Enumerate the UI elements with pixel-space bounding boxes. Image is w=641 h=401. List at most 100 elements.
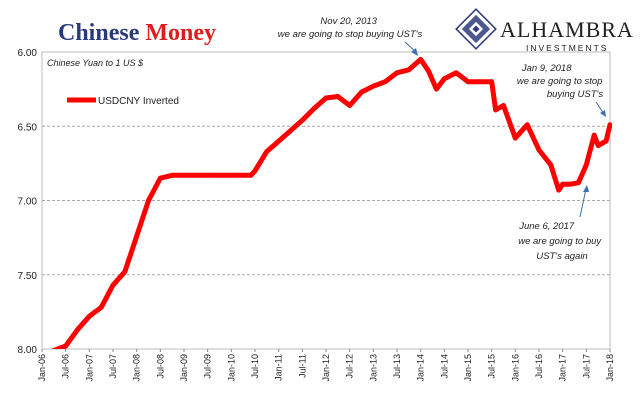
- data-point: [122, 269, 128, 275]
- data-point: [75, 327, 80, 333]
- x-tick-label: Jul-14: [439, 354, 449, 379]
- x-tick-label: Jan-18: [605, 354, 615, 382]
- data-point: [591, 132, 597, 138]
- company-logo: ALHAMBRA INVESTMENTS: [455, 8, 634, 53]
- data-point: [382, 79, 388, 85]
- y-tick-label: 7.00: [18, 197, 38, 208]
- annotation-2017: June 6, 2017 we are going to buy UST's a…: [518, 185, 604, 262]
- x-tick-label: Jul-16: [534, 354, 544, 379]
- x-tick-label: Jan-12: [321, 354, 331, 382]
- data-point: [370, 83, 376, 89]
- logo-diamond-icon: [455, 8, 497, 50]
- data-point: [418, 57, 424, 62]
- data-point: [603, 138, 609, 144]
- annotation-2018-arrow: [595, 101, 606, 117]
- x-tick-label: Jan-13: [368, 354, 378, 382]
- x-tick-label: Jul-12: [345, 354, 355, 379]
- x-tick-label: Jul-10: [250, 354, 260, 379]
- data-point: [276, 138, 282, 144]
- data-point: [576, 180, 581, 186]
- x-tick-label: Jul-11: [297, 354, 307, 378]
- y-tick-label: 7.50: [18, 271, 38, 282]
- data-point: [434, 86, 439, 92]
- data-point: [477, 79, 483, 85]
- x-tick-label: Jul-13: [392, 354, 402, 379]
- data-point: [465, 79, 471, 85]
- data-point: [426, 68, 431, 74]
- x-tick-label: Jul-17: [581, 354, 591, 379]
- data-point: [86, 313, 92, 319]
- grid-lines: [42, 125, 610, 276]
- data-point: [323, 95, 329, 101]
- x-tick-label: Jul-07: [108, 354, 118, 379]
- x-tick-label: Jul-15: [487, 354, 497, 379]
- data-point: [568, 181, 573, 187]
- data-point: [512, 135, 518, 141]
- data-point: [217, 172, 222, 178]
- y-tick-label: 6.00: [18, 48, 38, 59]
- series-line-usdcny-inverted: [51, 56, 612, 349]
- y-axis: 6.00 6.50 7.00 7.50 8.00: [18, 48, 38, 356]
- x-tick-label: Jul-06: [61, 354, 71, 379]
- x-tick-label: Jul-08: [155, 354, 165, 379]
- data-point: [288, 128, 293, 134]
- x-tick-label: Jan-10: [226, 354, 236, 382]
- chart-title-part-1: Chinese: [58, 20, 145, 46]
- data-point: [264, 149, 270, 154]
- data-point: [441, 76, 447, 82]
- x-tick-label: Jan-15: [463, 354, 473, 382]
- x-tick-label: Jan-11: [274, 354, 284, 381]
- annotation-2018: Jan 9, 2018 we are going to stop buying …: [517, 63, 606, 117]
- data-point: [556, 187, 562, 193]
- annotation-2017-text: June 6, 2017 we are going to buy UST's a…: [518, 221, 604, 262]
- data-point: [98, 305, 104, 310]
- x-tick-label: Jan-08: [132, 354, 142, 382]
- data-point: [493, 107, 498, 113]
- data-point: [193, 172, 199, 178]
- series-group: [51, 56, 612, 349]
- data-point: [394, 70, 400, 76]
- y-tick-label: 8.00: [18, 345, 38, 356]
- annotation-2018-text: Jan 9, 2018 we are going to stop buying …: [517, 63, 605, 100]
- data-point: [181, 172, 187, 178]
- x-tick-label: Jul-09: [203, 354, 213, 379]
- data-point: [51, 348, 56, 349]
- data-point: [252, 168, 258, 174]
- x-tick-label: Jan-16: [510, 354, 520, 382]
- x-axis: Jan-06 Jul-06 Jan-07 Jul-07 Jan-08 Jul-08 Jan-…: [37, 349, 615, 382]
- data-point: [63, 343, 69, 349]
- annotation-2017-arrow: [579, 185, 589, 218]
- annotation-2013-arrow: [404, 41, 418, 56]
- data-point: [228, 172, 234, 178]
- data-point: [110, 282, 116, 288]
- chart-title: Chinese Money: [58, 20, 216, 46]
- annotation-2013-text: Nov 20, 2013 we are going to stop buying…: [278, 16, 423, 40]
- logo-name: ALHAMBRA: [500, 17, 634, 42]
- data-point: [347, 103, 353, 108]
- x-tick-label: Jan-17: [558, 354, 568, 382]
- chart-title-part-2: Money: [145, 20, 216, 46]
- data-point: [240, 172, 246, 178]
- data-point: [536, 147, 542, 153]
- x-tick-label: Jan-09: [179, 354, 189, 382]
- data-point: [524, 122, 530, 128]
- logo-sub: INVESTMENTS: [526, 43, 608, 53]
- data-point: [146, 198, 151, 203]
- data-point: [205, 172, 211, 178]
- annotation-2013: Nov 20, 2013 we are going to stop buying…: [278, 16, 423, 56]
- data-point: [248, 172, 254, 178]
- data-point: [134, 233, 140, 239]
- legend: USDCNY Inverted: [67, 96, 179, 107]
- chart-subtitle: Chinese Yuan to 1 US $: [47, 58, 144, 68]
- x-tick-label: Jan-07: [84, 354, 94, 382]
- data-point: [583, 162, 589, 168]
- data-point: [548, 162, 554, 168]
- data-point: [501, 103, 506, 108]
- data-point: [335, 94, 341, 99]
- x-tick-label: Jan-14: [416, 354, 426, 382]
- legend-label: USDCNY Inverted: [98, 96, 179, 107]
- data-point: [607, 122, 612, 128]
- data-point: [560, 181, 566, 187]
- y-tick-label: 6.50: [18, 122, 38, 133]
